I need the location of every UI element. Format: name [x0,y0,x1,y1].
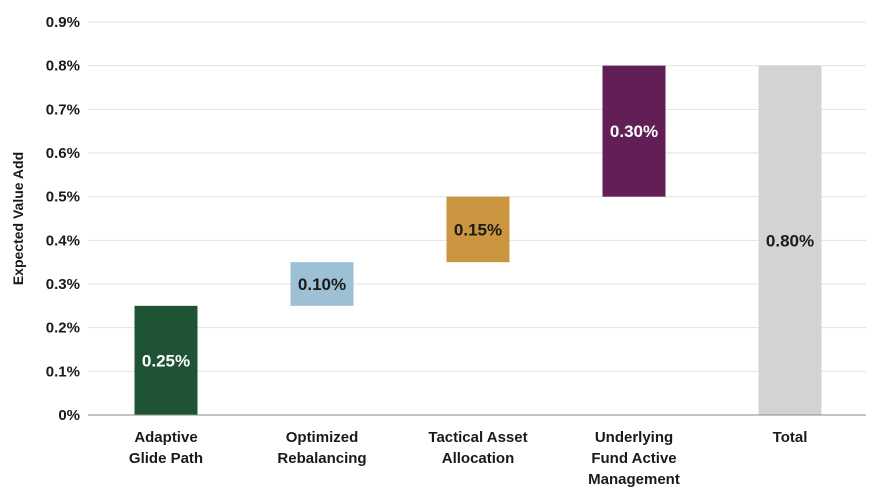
category-label: Underlying Fund Active Management [588,429,680,488]
y-tick-label: 0.6% [46,145,80,162]
y-tick-label: 0.4% [46,232,80,249]
category-label: Tactical Asset Allocation [428,429,527,467]
bar-value-label: 0.25% [142,351,190,370]
category-label-line: Underlying [595,429,673,446]
bar [446,196,510,263]
bar-value-label: 0.10% [298,275,346,294]
category-label-line: Optimized [286,429,359,446]
category-label-line: Rebalancing [277,450,366,467]
y-tick-label: 0.5% [46,189,80,206]
category-label: Total [773,429,808,446]
bars [134,65,822,416]
y-axis-ticks: 0% 0.1% 0.2% 0.3% 0.4% 0.5% 0.6% 0.7% 0.8% 0.9% [46,14,80,424]
bar [758,65,822,416]
category-label: Adaptive Glide Path [129,429,203,467]
bar [290,262,354,306]
category-label-line: Adaptive [134,429,197,446]
y-tick-label: 0.9% [46,14,80,31]
bar [134,305,198,415]
y-axis-label: Expected Value Add [10,152,26,285]
category-label-line: Fund Active [591,450,676,467]
bar [602,65,666,197]
bar-value-label: 0.80% [766,231,814,250]
category-label-line: Tactical Asset [428,429,527,446]
category-label-line: Total [773,429,808,446]
y-tick-label: 0.3% [46,276,80,293]
bar-value-labels: 0.25% 0.10% 0.15% 0.30% 0.80% [142,122,814,370]
bar-value-label: 0.15% [454,220,502,239]
category-labels: Adaptive Glide Path Optimized Rebalancing Ta… [129,429,807,488]
category-label-line: Allocation [442,450,515,467]
y-tick-label: 0% [58,407,80,424]
bar-value-label: 0.30% [610,122,658,141]
y-tick-label: 0.1% [46,363,80,380]
y-tick-label: 0.2% [46,320,80,337]
y-tick-label: 0.7% [46,101,80,118]
y-tick-label: 0.8% [46,58,80,75]
category-label-line: Management [588,471,680,488]
category-label-line: Glide Path [129,450,203,467]
category-label: Optimized Rebalancing [277,429,366,467]
